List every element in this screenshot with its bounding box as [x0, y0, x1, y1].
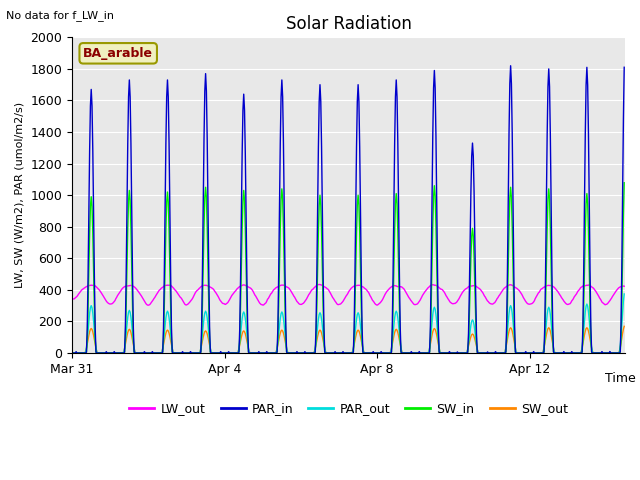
SW_in: [260, 350, 268, 356]
LW_out: [577, 285, 584, 291]
SW_out: [620, 324, 628, 329]
SW_out: [435, 341, 442, 347]
SW_out: [205, 338, 212, 344]
PAR_in: [620, 64, 628, 70]
SW_out: [575, 350, 583, 356]
Line: SW_out: SW_out: [72, 326, 624, 353]
SW_in: [68, 350, 76, 356]
Line: PAR_out: PAR_out: [72, 294, 624, 353]
PAR_out: [472, 335, 479, 340]
SW_in: [435, 335, 442, 340]
PAR_in: [260, 350, 268, 356]
PAR_in: [472, 290, 479, 296]
SW_in: [580, 305, 588, 311]
LW_out: [436, 286, 444, 291]
SW_in: [575, 350, 583, 356]
PAR_in: [576, 350, 584, 356]
LW_out: [316, 282, 323, 288]
PAR_in: [507, 63, 515, 69]
SW_out: [260, 350, 268, 356]
PAR_out: [435, 338, 442, 344]
SW_in: [620, 180, 628, 186]
Line: SW_in: SW_in: [72, 183, 624, 353]
LW_out: [474, 284, 481, 290]
PAR_out: [620, 291, 628, 297]
LW_out: [582, 283, 589, 288]
PAR_out: [260, 350, 268, 356]
Y-axis label: LW, SW (W/m2), PAR (umol/m2/s): LW, SW (W/m2), PAR (umol/m2/s): [15, 102, 25, 288]
Title: Solar Radiation: Solar Radiation: [285, 15, 412, 33]
LW_out: [261, 300, 269, 306]
LW_out: [620, 283, 628, 289]
PAR_in: [68, 350, 76, 356]
PAR_out: [205, 331, 212, 336]
PAR_out: [68, 350, 76, 356]
SW_in: [472, 314, 479, 320]
LW_out: [68, 297, 76, 302]
Legend: LW_out, PAR_in, PAR_out, SW_in, SW_out: LW_out, PAR_in, PAR_out, SW_in, SW_out: [124, 397, 573, 420]
SW_out: [580, 336, 588, 342]
Line: PAR_in: PAR_in: [72, 66, 624, 353]
PAR_out: [580, 327, 588, 333]
Text: No data for f_LW_in: No data for f_LW_in: [6, 10, 115, 21]
SW_out: [472, 340, 479, 346]
LW_out: [205, 284, 213, 289]
PAR_in: [435, 324, 442, 329]
PAR_out: [575, 350, 583, 356]
Text: BA_arable: BA_arable: [83, 47, 153, 60]
LW_out: [145, 302, 152, 308]
SW_in: [205, 303, 212, 309]
PAR_in: [205, 270, 212, 276]
PAR_in: [580, 199, 588, 204]
Line: LW_out: LW_out: [72, 285, 624, 305]
X-axis label: Time: Time: [605, 372, 636, 385]
SW_out: [68, 350, 76, 356]
